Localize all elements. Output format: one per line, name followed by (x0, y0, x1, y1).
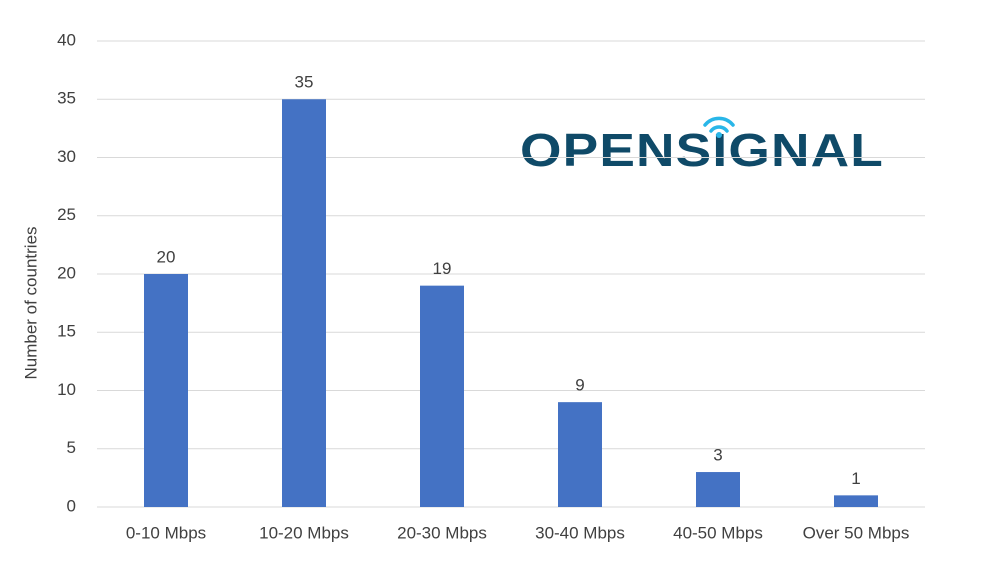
logo: OPENSIGNAL (520, 124, 884, 176)
y-tick-label: 25 (57, 205, 76, 224)
x-tick-label: Over 50 Mbps (803, 523, 910, 542)
y-tick-label: 15 (57, 322, 76, 341)
value-label: 19 (433, 259, 452, 278)
x-tick-label: 40-50 Mbps (673, 523, 763, 542)
bar (144, 274, 188, 507)
x-tick-label: 30-40 Mbps (535, 523, 625, 542)
bar (696, 472, 740, 507)
y-tick-label: 35 (57, 89, 76, 108)
value-label: 3 (713, 446, 722, 465)
value-label: 20 (157, 247, 176, 266)
x-tick-label: 20-30 Mbps (397, 523, 487, 542)
y-tick-label: 40 (57, 30, 76, 49)
x-tick-label: 10-20 Mbps (259, 523, 349, 542)
logo-icon (703, 116, 735, 138)
y-tick-label: 30 (57, 147, 76, 166)
y-tick-label: 5 (67, 438, 76, 457)
bar (834, 495, 878, 507)
value-label: 35 (295, 73, 314, 92)
value-label: 1 (851, 469, 860, 488)
y-tick-label: 0 (67, 496, 76, 515)
bar (282, 99, 326, 507)
y-tick-label: 10 (57, 380, 76, 399)
y-tick-label: 20 (57, 263, 76, 282)
y-axis-label: Number of countries (21, 226, 40, 379)
bar (558, 402, 602, 507)
value-label: 9 (575, 376, 584, 395)
bar (420, 285, 464, 507)
x-tick-label: 0-10 Mbps (126, 523, 206, 542)
